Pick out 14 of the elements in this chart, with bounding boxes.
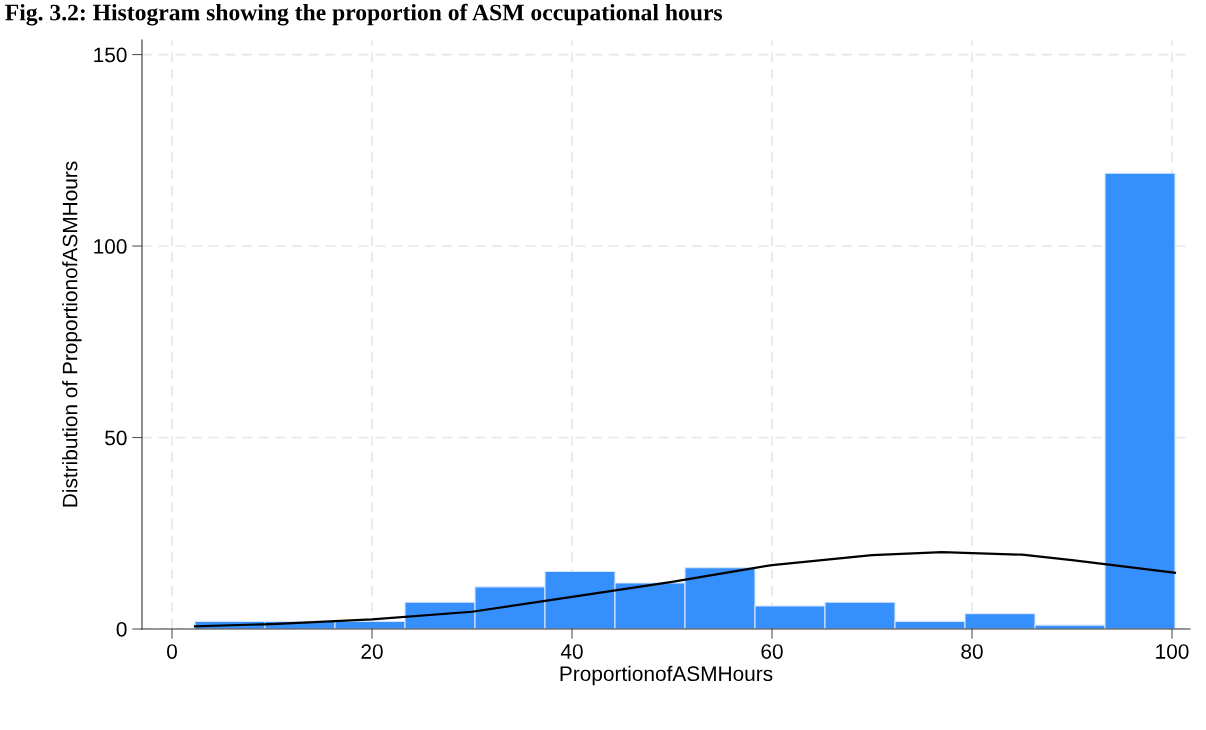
y-tick-label: 0 bbox=[116, 622, 127, 637]
y-tick-label: 50 bbox=[105, 430, 127, 446]
x-tick-label: 40 bbox=[560, 644, 583, 659]
y-tick-label: 150 bbox=[94, 47, 127, 63]
x-tick-label: 0 bbox=[167, 644, 177, 659]
chart-title: Fig. 3.2: Histogram showing the proportion of ASM occupational hours bbox=[5, 3, 723, 26]
y-tick-label: 100 bbox=[94, 239, 127, 254]
x-tick-label: 60 bbox=[761, 644, 783, 659]
line-series bbox=[193, 550, 1177, 628]
y-axis-title: Distribution of ProportionofASMHours bbox=[62, 161, 82, 507]
x-tick-label: 20 bbox=[361, 644, 383, 659]
x-tick-label: 100 bbox=[1156, 644, 1189, 659]
x-axis-title: ProportionofASMHours bbox=[560, 665, 773, 686]
x-tick-label: 80 bbox=[961, 644, 983, 659]
